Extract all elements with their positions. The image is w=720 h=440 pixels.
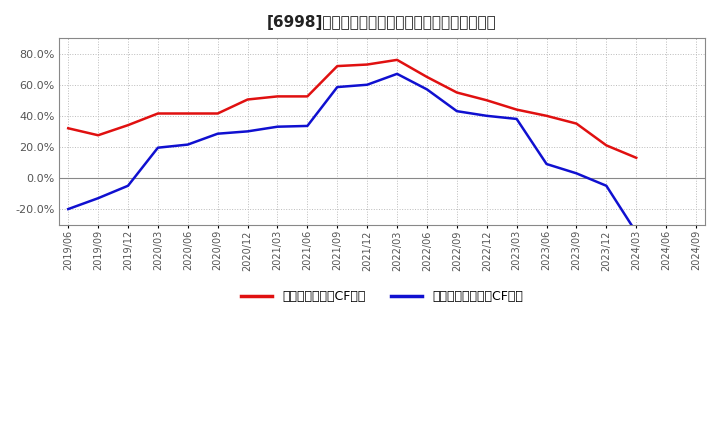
有利子負債営業CF比率: [184, 111, 192, 116]
有利子負債フリーCF比率: [453, 109, 462, 114]
有利子負債営業CF比率: [213, 111, 222, 116]
有利子負債フリーCF比率: [513, 116, 521, 121]
有利子負債フリーCF比率: [243, 129, 252, 134]
Line: 有利子負債フリーCF比率: 有利子負債フリーCF比率: [68, 74, 636, 232]
有利子負債営業CF比率: [94, 132, 102, 138]
有利子負債フリーCF比率: [482, 113, 491, 118]
有利子負債フリーCF比率: [392, 71, 401, 77]
有利子負債フリーCF比率: [602, 183, 611, 188]
有利子負債営業CF比率: [392, 57, 401, 62]
有利子負債営業CF比率: [303, 94, 312, 99]
有利子負債フリーCF比率: [632, 230, 641, 235]
有利子負債フリーCF比率: [184, 142, 192, 147]
有利子負債フリーCF比率: [303, 123, 312, 128]
Line: 有利子負債営業CF比率: 有利子負債営業CF比率: [68, 60, 636, 158]
Title: [6998]　有利子負債キャッシュフロー比率の推移: [6998] 有利子負債キャッシュフロー比率の推移: [267, 15, 497, 30]
有利子負債営業CF比率: [153, 111, 162, 116]
有利子負債フリーCF比率: [572, 171, 581, 176]
有利子負債営業CF比率: [482, 98, 491, 103]
有利子負債フリーCF比率: [153, 145, 162, 150]
有利子負債営業CF比率: [243, 97, 252, 102]
有利子負債営業CF比率: [363, 62, 372, 67]
有利子負債フリーCF比率: [94, 195, 102, 201]
有利子負債営業CF比率: [273, 94, 282, 99]
有利子負債営業CF比率: [572, 121, 581, 126]
有利子負債営業CF比率: [124, 122, 132, 128]
有利子負債営業CF比率: [453, 90, 462, 95]
有利子負債フリーCF比率: [124, 183, 132, 188]
有利子負債フリーCF比率: [333, 84, 341, 90]
有利子負債営業CF比率: [632, 155, 641, 161]
有利子負債フリーCF比率: [363, 82, 372, 88]
有利子負債フリーCF比率: [423, 87, 431, 92]
有利子負債営業CF比率: [602, 143, 611, 148]
有利子負債フリーCF比率: [273, 124, 282, 129]
有利子負債フリーCF比率: [64, 206, 73, 212]
有利子負債営業CF比率: [64, 125, 73, 131]
有利子負債フリーCF比率: [542, 161, 551, 167]
有利子負債営業CF比率: [423, 74, 431, 80]
有利子負債フリーCF比率: [213, 131, 222, 136]
有利子負債営業CF比率: [333, 63, 341, 69]
Legend: 有利子負債営業CF比率, 有利子負債フリーCF比率: 有利子負債営業CF比率, 有利子負債フリーCF比率: [236, 285, 528, 308]
有利子負債営業CF比率: [542, 113, 551, 118]
有利子負債営業CF比率: [513, 107, 521, 112]
